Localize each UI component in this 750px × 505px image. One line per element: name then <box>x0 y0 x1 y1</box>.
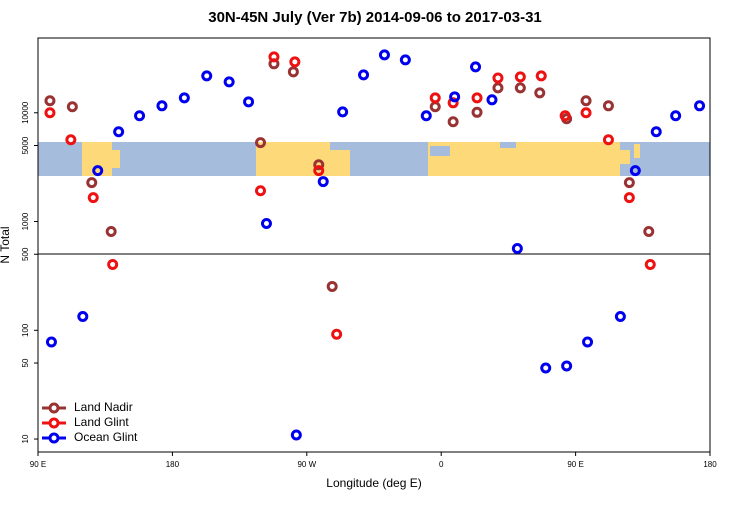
point <box>66 101 78 113</box>
point <box>449 91 461 103</box>
legend-label: Land Glint <box>74 415 129 429</box>
point <box>623 192 635 204</box>
point <box>260 218 272 230</box>
x-tick-label: 90 E <box>30 460 46 469</box>
y-axis-label: N Total <box>0 226 12 263</box>
point <box>113 126 125 138</box>
point <box>45 336 57 348</box>
point <box>559 110 571 122</box>
x-tick-label: 180 <box>703 460 717 469</box>
point <box>331 328 343 340</box>
point <box>317 176 329 188</box>
point <box>471 106 483 118</box>
x-tick-label: 90 E <box>567 460 583 469</box>
x-tick-label: 180 <box>166 460 180 469</box>
point <box>337 106 349 118</box>
point <box>92 165 104 177</box>
legend-marker <box>48 432 60 444</box>
point <box>602 100 614 112</box>
chart-title: 30N-45N July (Ver 7b) 2014-09-06 to 2017… <box>208 9 542 26</box>
point <box>178 92 190 104</box>
point <box>290 429 302 441</box>
x-tick-label: 0 <box>439 460 444 469</box>
plot-frame <box>37 37 711 453</box>
point <box>629 165 641 177</box>
point <box>287 66 299 78</box>
point <box>561 360 573 372</box>
y-tick-label: 5000 <box>21 136 30 154</box>
point <box>486 94 498 106</box>
point <box>86 177 98 189</box>
point <box>540 362 552 374</box>
point <box>107 258 119 270</box>
point <box>44 107 56 119</box>
y-tick-label: 10000 <box>21 101 30 124</box>
point <box>535 70 547 82</box>
point <box>429 92 441 104</box>
legend-label: Ocean Glint <box>74 430 138 444</box>
point <box>623 177 635 189</box>
point <box>670 110 682 122</box>
point <box>243 96 255 108</box>
legend-marker <box>48 402 60 414</box>
point <box>694 100 706 112</box>
point <box>514 71 526 83</box>
point <box>470 61 482 73</box>
point <box>378 49 390 61</box>
point <box>580 95 592 107</box>
point <box>602 134 614 146</box>
legend-label: Land Nadir <box>74 400 133 414</box>
point <box>447 97 459 109</box>
point <box>582 336 594 348</box>
point <box>268 51 280 63</box>
y-tick-label: 10 <box>21 434 30 443</box>
point <box>105 225 117 237</box>
y-tick-label: 100 <box>21 323 30 337</box>
x-axis-label: Longitude (deg E) <box>326 476 421 490</box>
map-band <box>38 142 710 176</box>
point <box>643 225 655 237</box>
point <box>313 165 325 177</box>
point <box>399 54 411 66</box>
point <box>471 92 483 104</box>
point <box>534 87 546 99</box>
y-tick-label: 50 <box>21 358 30 367</box>
point <box>614 310 626 322</box>
point <box>134 110 146 122</box>
point <box>580 107 592 119</box>
y-tick-label: 1000 <box>21 212 30 230</box>
point <box>77 310 89 322</box>
point <box>44 95 56 107</box>
point <box>87 192 99 204</box>
point <box>492 82 504 94</box>
point <box>326 280 338 292</box>
point <box>201 70 213 82</box>
point <box>420 110 432 122</box>
point <box>644 258 656 270</box>
point <box>358 69 370 81</box>
y-tick-label: 500 <box>21 247 30 261</box>
legend-marker <box>48 417 60 429</box>
point <box>156 100 168 112</box>
point <box>223 76 235 88</box>
x-tick-label: 90 W <box>297 460 316 469</box>
point <box>514 82 526 94</box>
point <box>447 116 459 128</box>
point <box>650 126 662 138</box>
point <box>313 159 325 171</box>
point <box>492 72 504 84</box>
point <box>255 137 267 149</box>
point <box>255 185 267 197</box>
point <box>289 56 301 68</box>
point <box>511 242 523 254</box>
point <box>65 134 77 146</box>
